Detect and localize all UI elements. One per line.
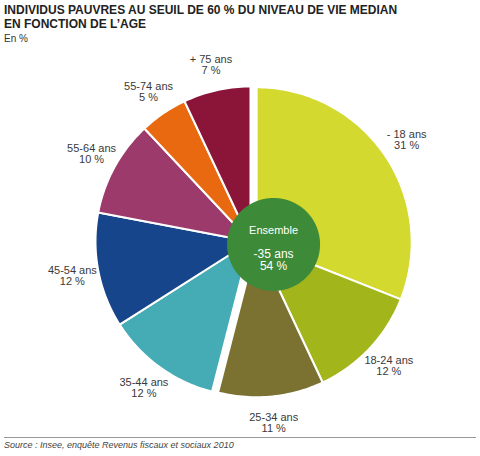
svg-text:25-34 ans11 %: 25-34 ans11 %	[249, 411, 298, 434]
svg-text:55-74 ans5 %: 55-74 ans5 %	[124, 80, 173, 103]
svg-text:18-24 ans12 %: 18-24 ans12 %	[364, 354, 413, 377]
svg-text:Ensemble: Ensemble	[249, 224, 298, 236]
html-text:Source : Insee, enquête Revenu: Source : Insee, enquête Revenus fiscaux …	[4, 440, 234, 450]
svg-text:45-54 ans12 %: 45-54 ans12 %	[48, 264, 97, 287]
svg-text:+ 75 ans7 %: + 75 ans7 %	[190, 53, 233, 76]
html-text:INDIVIDUS PAUVRES AU SEUIL DE: INDIVIDUS PAUVRES AU SEUIL DE 60 % DU NI…	[4, 3, 398, 31]
svg-text:-35 ans54 %: -35 ans54 %	[254, 247, 294, 273]
svg-text:35-44 ans12 %: 35-44 ans12 %	[119, 376, 168, 399]
svg-text:55-64 ans10 %: 55-64 ans10 %	[67, 142, 116, 165]
html-text:En %: En %	[4, 33, 28, 44]
svg-text:- 18 ans31 %: - 18 ans31 %	[387, 128, 427, 151]
